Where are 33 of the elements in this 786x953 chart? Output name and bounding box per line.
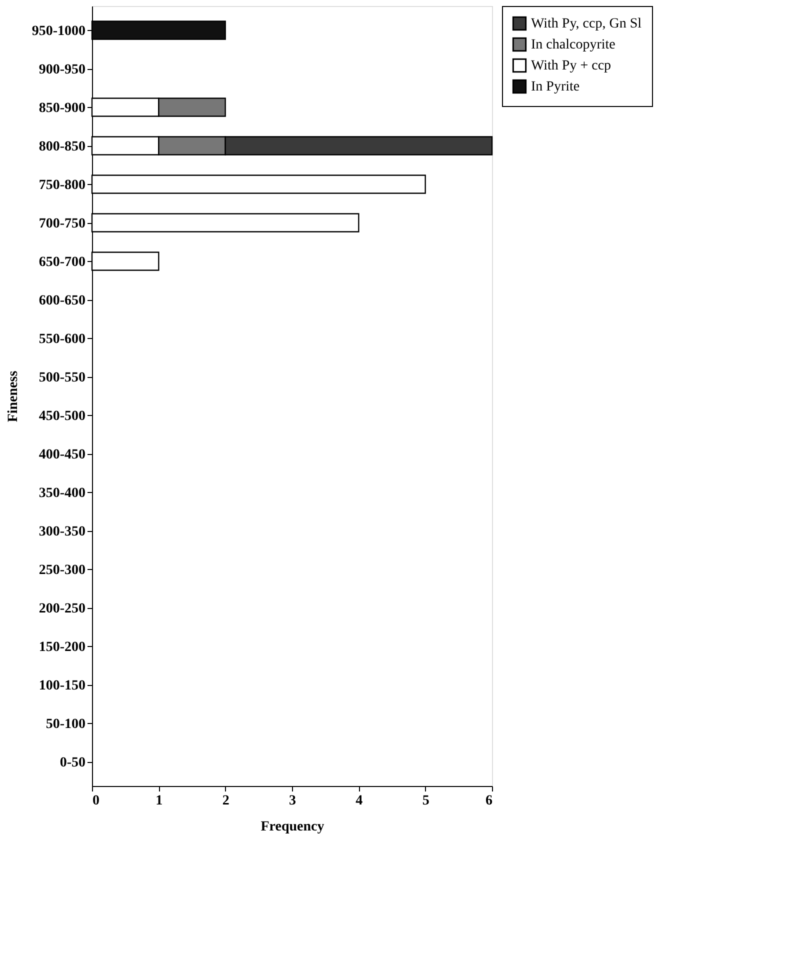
y-tick-label: 800-850 [38,139,86,154]
y-tick-label: 650-700 [38,254,86,270]
y-tick-label: 100-150 [38,678,86,694]
x-tick-label: 3 [289,794,296,808]
y-tick-label: 600-650 [38,293,86,308]
y-tick-label: 250-300 [38,562,86,578]
x-tick-label: 0 [92,794,100,808]
legend-label: With Py, ccp, Gn Sl [531,16,642,32]
y-tick-label: 0-50 [60,755,86,770]
y-tick-label: 150-200 [38,640,86,655]
y-axis-title: Fineness [6,370,21,422]
legend-label: With Py + ccp [531,58,612,74]
x-tick-label: 4 [356,794,363,808]
y-tick-label: 300-350 [38,524,86,540]
x-tick-label: 6 [486,794,492,808]
y-tick-label: 350-400 [38,486,86,501]
y-tick-label: 850-900 [38,100,86,116]
y-tick-label: 900-950 [38,62,86,78]
x-tick-label: 5 [422,794,430,808]
legend-label: In chalcopyrite [531,38,616,52]
y-tick-label: 50-100 [46,716,86,732]
y-tick-label: 400-450 [38,447,86,462]
y-tick-label: 750-800 [38,178,86,193]
x-tick-label: 2 [222,794,230,808]
y-tick-label: 550-600 [38,332,86,347]
y-tick-label: 500-550 [38,370,86,386]
y-tick-label: 450-500 [38,408,86,424]
y-tick-label: 700-750 [38,216,86,232]
x-axis-title: Frequency [260,820,324,834]
x-tick-label: 1 [156,794,163,808]
y-tick-label: 200-250 [38,601,86,616]
y-tick-label: 950-1000 [32,24,86,39]
legend-label: In Pyrite [531,80,580,94]
